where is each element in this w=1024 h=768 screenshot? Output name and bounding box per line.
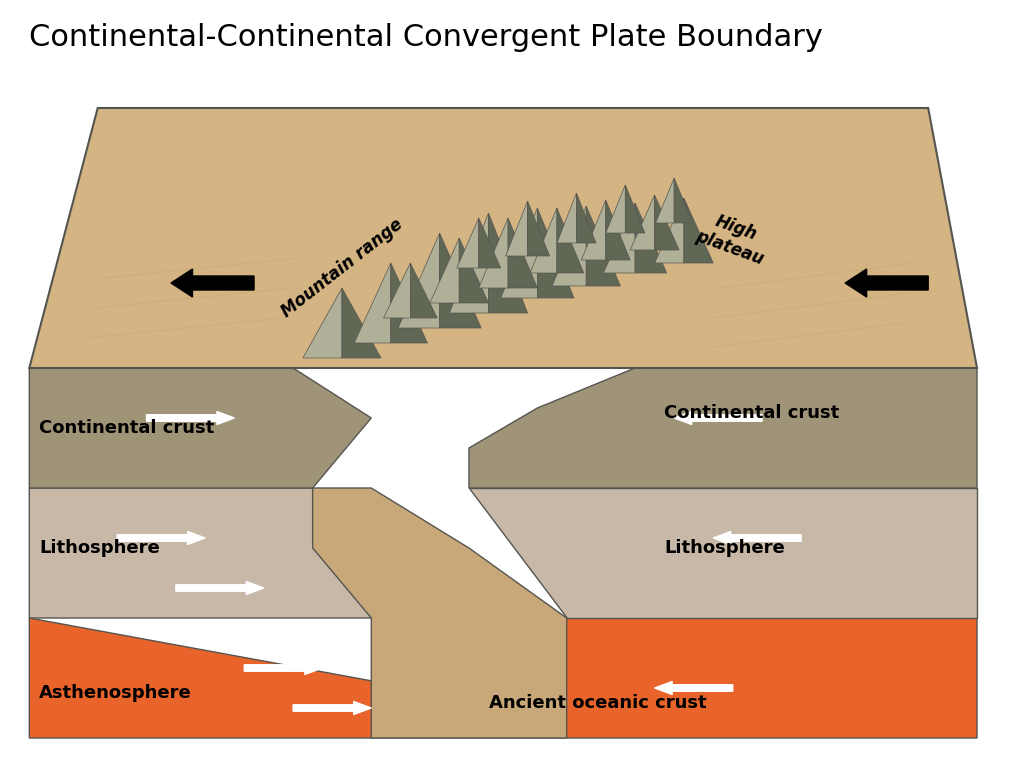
Polygon shape — [383, 263, 411, 318]
Polygon shape — [577, 193, 596, 243]
Polygon shape — [312, 488, 566, 738]
Polygon shape — [439, 233, 481, 328]
Text: Continental-Continental Convergent Plate Boundary: Continental-Continental Convergent Plate… — [30, 23, 823, 52]
Polygon shape — [398, 233, 439, 328]
Polygon shape — [635, 203, 667, 273]
Text: Lithosphere: Lithosphere — [665, 539, 785, 557]
Polygon shape — [552, 206, 586, 286]
Polygon shape — [303, 288, 342, 358]
Text: Mountain range: Mountain range — [278, 215, 407, 321]
Polygon shape — [30, 618, 977, 738]
Polygon shape — [469, 488, 977, 618]
Polygon shape — [354, 263, 391, 343]
Polygon shape — [508, 218, 538, 288]
Polygon shape — [450, 213, 488, 313]
Text: Lithosphere: Lithosphere — [39, 539, 160, 557]
Polygon shape — [411, 263, 437, 318]
Polygon shape — [557, 208, 584, 273]
Polygon shape — [630, 195, 654, 250]
Polygon shape — [606, 200, 630, 260]
FancyArrow shape — [146, 412, 234, 425]
Polygon shape — [479, 218, 501, 268]
Polygon shape — [430, 238, 459, 303]
Polygon shape — [606, 185, 626, 233]
FancyArrow shape — [293, 701, 372, 714]
Polygon shape — [469, 368, 977, 488]
Text: Ancient oceanic crust: Ancient oceanic crust — [488, 694, 707, 712]
Polygon shape — [391, 263, 427, 343]
Polygon shape — [586, 206, 621, 286]
Polygon shape — [30, 488, 372, 618]
FancyArrow shape — [171, 269, 254, 297]
Text: Continental crust: Continental crust — [39, 419, 214, 437]
Polygon shape — [527, 201, 550, 256]
FancyArrow shape — [654, 681, 733, 694]
FancyArrow shape — [176, 581, 264, 594]
Polygon shape — [459, 238, 488, 303]
Polygon shape — [654, 198, 684, 263]
Polygon shape — [342, 288, 381, 358]
Polygon shape — [674, 178, 692, 223]
Polygon shape — [457, 218, 479, 268]
Polygon shape — [530, 208, 557, 273]
Polygon shape — [30, 108, 977, 368]
FancyArrow shape — [245, 661, 323, 674]
FancyArrow shape — [674, 412, 762, 425]
Polygon shape — [479, 218, 508, 288]
Polygon shape — [603, 203, 635, 273]
Polygon shape — [30, 368, 372, 488]
Polygon shape — [501, 208, 538, 298]
Polygon shape — [557, 193, 577, 243]
Polygon shape — [654, 195, 679, 250]
Text: High
plateau: High plateau — [692, 207, 773, 268]
Polygon shape — [684, 198, 714, 263]
Text: Asthenosphere: Asthenosphere — [39, 684, 191, 702]
Text: Continental crust: Continental crust — [665, 404, 840, 422]
Polygon shape — [506, 201, 527, 256]
Polygon shape — [626, 185, 645, 233]
Polygon shape — [538, 208, 574, 298]
FancyArrow shape — [845, 269, 928, 297]
Polygon shape — [488, 213, 527, 313]
FancyArrow shape — [117, 531, 205, 545]
FancyArrow shape — [714, 531, 801, 545]
Polygon shape — [655, 178, 674, 223]
Polygon shape — [582, 200, 606, 260]
